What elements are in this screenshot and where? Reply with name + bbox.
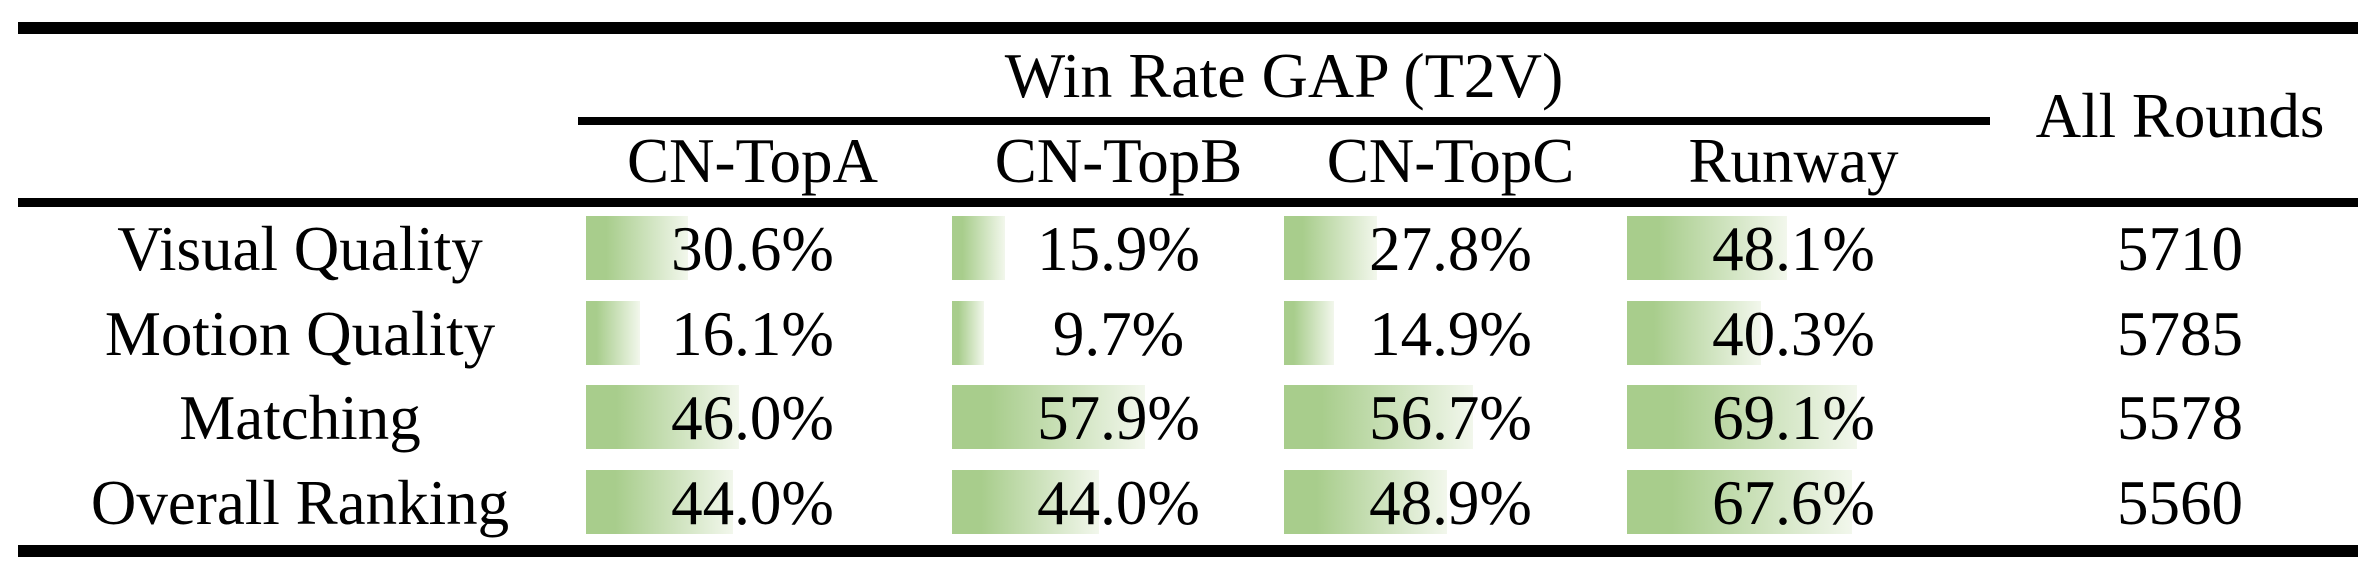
value-cell: 30.6% (586, 207, 919, 292)
win-rate-bar (1627, 469, 1853, 534)
win-rate-value: 46.0% (671, 383, 834, 453)
win-rate-value: 9.7% (1052, 298, 1185, 369)
win-rate-bar (952, 469, 1099, 534)
win-rate-bar (1627, 385, 1858, 449)
all-rounds-value: 5560 (2117, 467, 2243, 538)
table-row: Overall Ranking 44.0% 44.0% 48.9% 67.6% 5560 (0, 461, 2376, 546)
row-label: Overall Ranking (90, 467, 510, 538)
table-row: Motion Quality 16.1% 9.7% 14.9% 40.3% 5785 (0, 292, 2376, 377)
top-rule (18, 22, 2358, 34)
all-rounds-column-header: All Rounds (2035, 80, 2325, 151)
column-header-cn-topc: CN-TopC (1326, 126, 1575, 196)
value-cell: 67.6% (1627, 461, 1960, 546)
win-rate-bar (1627, 300, 1762, 365)
win-rate-bar (1284, 216, 1377, 280)
value-cell: 44.0% (952, 461, 1285, 546)
win-rate-value: 44.0% (1037, 467, 1200, 538)
value-cell: 57.9% (952, 376, 1285, 461)
value-cell: 69.1% (1627, 376, 1960, 461)
all-rounds-value: 5785 (2117, 298, 2243, 369)
table-title: Win Rate GAP (T2V) (1004, 39, 1564, 111)
win-rate-value: 69.1% (1712, 383, 1875, 453)
bottom-rule (18, 545, 2358, 557)
win-rate-bar (1284, 300, 1334, 365)
win-rate-value: 48.9% (1369, 467, 1532, 538)
win-rate-bar (952, 385, 1145, 449)
win-rate-value: 56.7% (1369, 383, 1532, 453)
win-rate-value: 27.8% (1369, 214, 1532, 284)
value-cell: 9.7% (952, 292, 1285, 377)
win-rate-value: 57.9% (1037, 383, 1200, 453)
value-cell: 48.1% (1627, 207, 1960, 292)
row-label: Matching (179, 383, 421, 453)
win-rate-value: 14.9% (1369, 298, 1532, 369)
value-cell: 48.9% (1284, 461, 1617, 546)
column-header-cn-topa: CN-TopA (626, 126, 879, 196)
win-rate-value: 30.6% (671, 214, 834, 284)
win-rate-value: 15.9% (1037, 214, 1200, 284)
value-cell: 56.7% (1284, 376, 1617, 461)
header-body-rule (18, 198, 2358, 207)
group-header-rule (578, 117, 1990, 125)
column-header-cn-topb: CN-TopB (994, 126, 1243, 196)
value-cell: 44.0% (586, 461, 919, 546)
win-rate-bar (586, 216, 688, 280)
win-rate-bar (586, 300, 640, 365)
win-rate-bar (1284, 385, 1473, 449)
win-rate-value: 67.6% (1712, 467, 1875, 538)
win-rate-value: 40.3% (1712, 298, 1875, 369)
value-cell: 14.9% (1284, 292, 1617, 377)
win-rate-value: 16.1% (671, 298, 834, 369)
table-row: Matching 46.0% 57.9% 56.7% 69.1% 5578 (0, 376, 2376, 461)
win-rate-bar (952, 300, 985, 365)
row-label: Motion Quality (104, 298, 496, 369)
win-rate-bar (1627, 216, 1788, 280)
win-rate-bar (1284, 469, 1447, 534)
value-cell: 27.8% (1284, 207, 1617, 292)
win-rate-bar (952, 216, 1005, 280)
value-cell: 15.9% (952, 207, 1285, 292)
all-rounds-value: 5710 (2117, 214, 2243, 284)
column-header-runway: Runway (1688, 126, 1899, 196)
win-rate-bar (586, 469, 733, 534)
row-label: Visual Quality (117, 214, 483, 284)
value-cell: 40.3% (1627, 292, 1960, 377)
value-cell: 46.0% (586, 376, 919, 461)
win-rate-bar (586, 385, 740, 449)
all-rounds-value: 5578 (2117, 383, 2243, 453)
win-rate-value: 44.0% (671, 467, 834, 538)
win-rate-value: 48.1% (1712, 214, 1875, 284)
value-cell: 16.1% (586, 292, 919, 377)
table-row: Visual Quality 30.6% 15.9% 27.8% 48.1% 5710 (0, 207, 2376, 292)
